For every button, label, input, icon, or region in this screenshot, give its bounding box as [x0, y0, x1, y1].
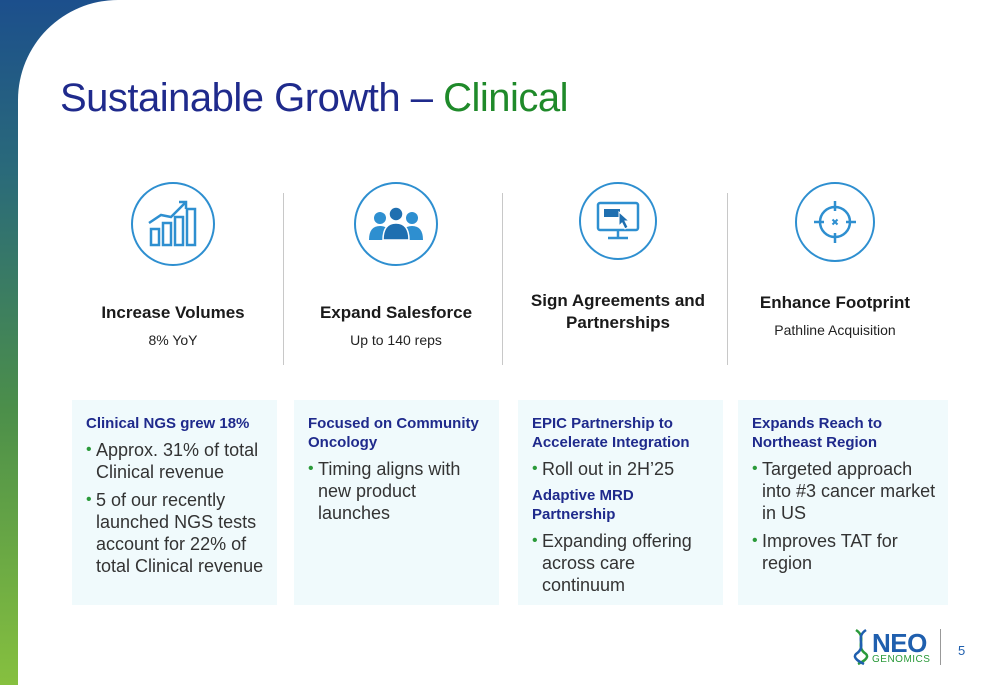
bullet-item: Improves TAT for region — [752, 530, 936, 574]
pillar-subtitle: Up to 140 reps — [350, 332, 442, 348]
crosshair-target-icon — [795, 182, 875, 262]
detail-card-agreements: EPIC Partnership to Accelerate Integrati… — [518, 400, 723, 605]
pillar-increase-volumes: Increase Volumes 8% YoY — [63, 182, 283, 348]
detail-card-salesforce: Focused on Community Oncology Timing ali… — [294, 400, 499, 605]
pillar-sign-agreements: Sign Agreements and Partnerships — [508, 182, 728, 334]
column-divider — [283, 193, 284, 365]
card-heading: Clinical NGS grew 18% — [86, 415, 250, 432]
logo-subtext: GENOMICS — [872, 653, 931, 665]
card-heading: EPIC Partnership to Accelerate Integrati… — [532, 415, 690, 451]
column-divider — [727, 193, 728, 365]
pillar-title: Increase Volumes — [101, 303, 245, 322]
column-divider — [502, 193, 503, 365]
bullet-list: Timing aligns with new product launches — [308, 458, 487, 524]
pillar-title: Expand Salesforce — [319, 303, 473, 322]
card-subheading: Adaptive MRD Partnership — [532, 487, 634, 523]
title-accent: Clinical — [443, 76, 568, 120]
bullet-list: Roll out in 2H’25 — [532, 458, 711, 480]
bullet-list: Targeted approach into #3 cancer market … — [752, 458, 936, 574]
pillar-subtitle: Pathline Acquisition — [774, 322, 896, 338]
bullet-item: Expanding offering across care continuum — [532, 530, 711, 596]
title-main: Sustainable Growth – — [60, 76, 444, 120]
bullet-item: 5 of our recently launched NGS tests acc… — [86, 489, 265, 577]
bullet-item: Targeted approach into #3 cancer market … — [752, 458, 936, 524]
logo-separator — [940, 629, 942, 665]
bullet-item: Approx. 31% of total Clinical revenue — [86, 439, 265, 483]
page-number: 5 — [958, 643, 966, 658]
dna-helix-icon — [853, 628, 869, 666]
bullet-list: Expanding offering across care continuum — [532, 530, 711, 596]
pillar-title: Sign Agreements and Partnerships — [530, 291, 706, 332]
monitor-cursor-icon — [579, 182, 657, 260]
logo-wordmark: NEO — [872, 627, 927, 658]
detail-card-volumes: Clinical NGS grew 18% Approx. 31% of tot… — [72, 400, 277, 605]
detail-card-footprint: Expands Reach to Northeast Region Target… — [738, 400, 948, 605]
card-heading: Focused on Community Oncology — [308, 415, 479, 451]
pillar-subtitle: 8% YoY — [148, 332, 198, 348]
bullet-list: Approx. 31% of total Clinical revenue 5 … — [86, 439, 265, 577]
bullet-item: Timing aligns with new product launches — [308, 458, 487, 524]
pillar-expand-salesforce: Expand Salesforce Up to 140 reps — [286, 182, 506, 348]
neogenomics-logo: NEO GENOMICS — [852, 627, 942, 666]
pillar-title: Enhance Footprint — [759, 293, 911, 312]
bar-chart-growth-icon — [131, 182, 215, 266]
bullet-item: Roll out in 2H’25 — [532, 458, 711, 480]
people-group-icon — [354, 182, 438, 266]
slide-title: Sustainable Growth – Clinical — [60, 74, 568, 122]
card-heading: Expands Reach to Northeast Region — [752, 415, 883, 451]
pillar-enhance-footprint: Enhance Footprint Pathline Acquisition — [725, 182, 945, 338]
